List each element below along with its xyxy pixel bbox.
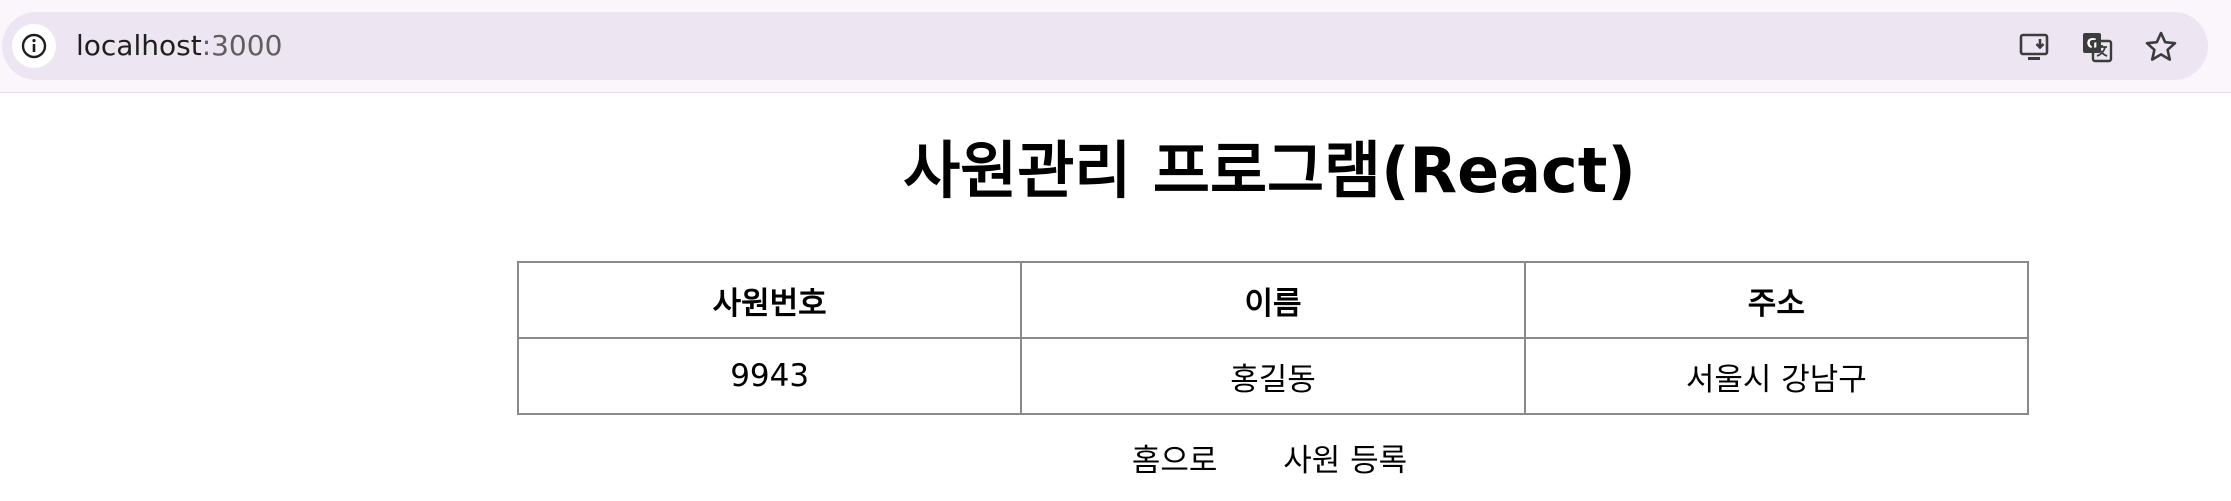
translate-button[interactable]: G <box>2080 30 2114 64</box>
browser-toolbar: localhost:3000 G <box>0 0 2231 93</box>
table-row: 9943 홍길동 서울시 강남구 <box>516 337 2030 415</box>
cell-name: 홍길동 <box>1020 337 1526 415</box>
employee-table: 사원번호 이름 주소 9943 홍길동 서울시 강남구 <box>516 261 2030 415</box>
home-link[interactable]: 홈으로 <box>1131 443 1218 479</box>
table-header-row: 사원번호 이름 주소 <box>516 261 2030 339</box>
site-info-button[interactable] <box>12 24 56 68</box>
cell-employee-number: 9943 <box>516 337 1023 415</box>
install-app-button[interactable] <box>2018 30 2052 64</box>
register-employee-link[interactable]: 사원 등록 <box>1283 443 1408 479</box>
info-icon <box>21 33 47 59</box>
page-content: 사원관리 프로그램(React) 사원번호 이름 주소 9943 홍길동 서울시… <box>0 93 2231 501</box>
translate-icon: G <box>2083 33 2113 63</box>
install-app-icon <box>2019 33 2049 60</box>
column-header-employee-number: 사원번호 <box>516 261 1023 339</box>
url-port: :3000 <box>201 29 283 62</box>
column-header-address: 주소 <box>1523 261 2030 339</box>
bookmark-button[interactable] <box>2144 30 2178 64</box>
address-bar[interactable]: localhost:3000 G <box>2 12 2208 80</box>
url-host: localhost <box>76 29 202 62</box>
cell-address: 서울시 강남구 <box>1523 337 2030 415</box>
column-header-name: 이름 <box>1020 261 1526 339</box>
url-text[interactable]: localhost:3000 <box>76 29 282 63</box>
nav-links: 홈으로 사원 등록 <box>0 441 2231 481</box>
bookmark-star-icon <box>2145 31 2177 61</box>
page-title: 사원관리 프로그램(React) <box>903 134 1636 207</box>
